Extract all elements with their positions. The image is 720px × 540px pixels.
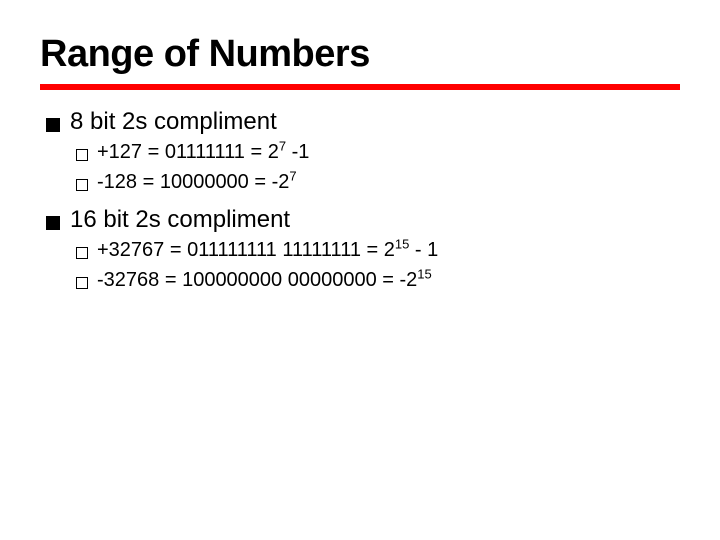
title-rule bbox=[40, 84, 680, 90]
item-prefix: -32768 = 100000000 00000000 = -2 bbox=[97, 269, 417, 291]
item-text: +32767 = 011111111 11111111 = 215 - 1 bbox=[97, 236, 438, 264]
item-sup-a: 7 bbox=[279, 138, 286, 153]
item-sup-a: 15 bbox=[395, 236, 409, 251]
square-outline-icon bbox=[76, 247, 88, 259]
section-heading-text: 8 bit 2s compliment bbox=[70, 108, 277, 136]
square-outline-icon bbox=[76, 179, 88, 191]
list-item: +32767 = 011111111 11111111 = 215 - 1 bbox=[76, 236, 680, 264]
section-16bit: 16 bit 2s compliment +32767 = 011111111 … bbox=[40, 206, 680, 294]
item-mid: -1 bbox=[286, 141, 309, 163]
item-text: -128 = 10000000 = -27 bbox=[97, 168, 297, 196]
item-prefix: +127 = 01111111 = 2 bbox=[97, 141, 279, 163]
item-text: -32768 = 100000000 00000000 = -215 bbox=[97, 266, 432, 294]
section-heading-16bit: 16 bit 2s compliment bbox=[46, 206, 680, 234]
list-item: +127 = 01111111 = 27 -1 bbox=[76, 138, 680, 166]
item-prefix: +32767 = 011111111 11111111 = 2 bbox=[97, 239, 395, 261]
slide-title: Range of Numbers bbox=[40, 34, 680, 76]
list-item: -32768 = 100000000 00000000 = -215 bbox=[76, 266, 680, 294]
square-outline-icon bbox=[76, 277, 88, 289]
section-heading-text: 16 bit 2s compliment bbox=[70, 206, 290, 234]
slide: Range of Numbers 8 bit 2s compliment +12… bbox=[0, 0, 720, 540]
section-8bit: 8 bit 2s compliment +127 = 01111111 = 27… bbox=[40, 108, 680, 196]
item-mid: - 1 bbox=[409, 239, 438, 261]
list-item: -128 = 10000000 = -27 bbox=[76, 168, 680, 196]
square-filled-icon bbox=[46, 216, 60, 230]
title-rule-wrap bbox=[40, 84, 680, 90]
square-outline-icon bbox=[76, 149, 88, 161]
item-text: +127 = 01111111 = 27 -1 bbox=[97, 138, 309, 166]
square-filled-icon bbox=[46, 118, 60, 132]
item-prefix: -128 = 10000000 = -2 bbox=[97, 171, 289, 193]
item-sup-a: 7 bbox=[289, 168, 296, 183]
item-sup-a: 15 bbox=[417, 266, 431, 281]
section-heading-8bit: 8 bit 2s compliment bbox=[46, 108, 680, 136]
